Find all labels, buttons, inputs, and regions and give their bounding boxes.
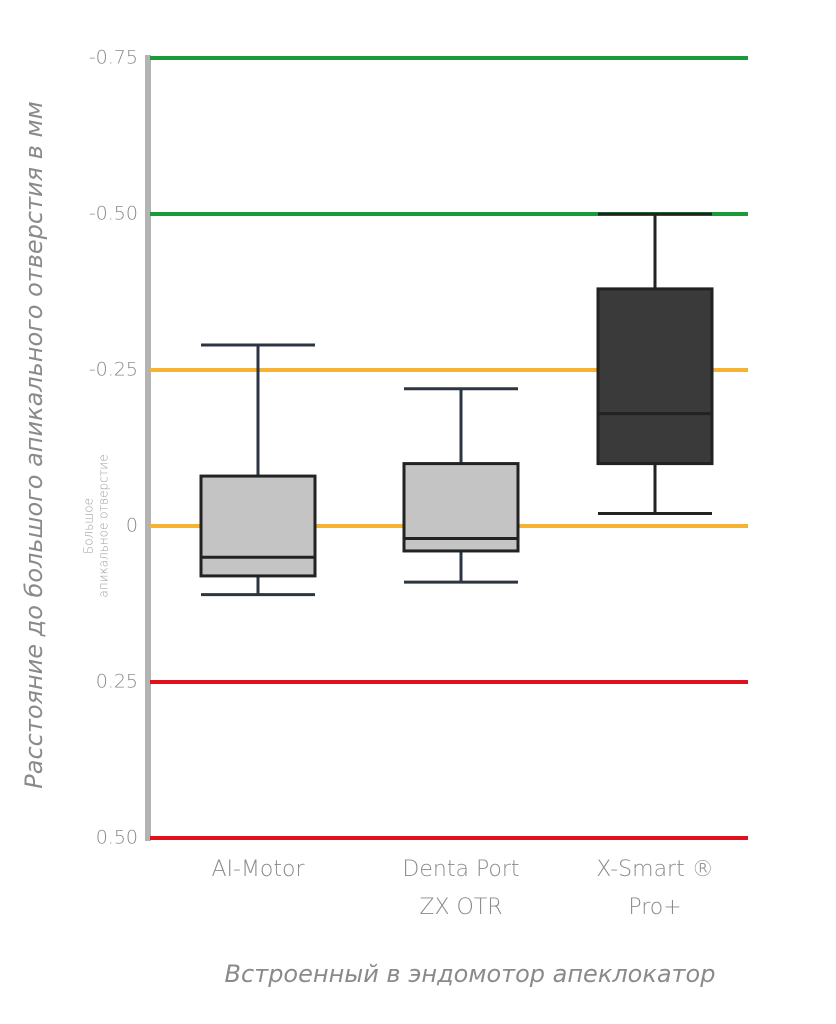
y-tick-label: 0 [126, 515, 138, 537]
y-tick-label: 0.50 [96, 827, 138, 849]
box [199, 474, 317, 578]
annotation: апикальное отверстие [97, 454, 111, 597]
x-tick-label: ZX OTR [419, 895, 502, 920]
y-tick-label: 0.25 [96, 671, 138, 693]
y-tick-label: -0.75 [89, 47, 138, 69]
x-axis-label: Встроенный в эндомотор апеклокатор [225, 960, 716, 988]
y-axis-label: Расстояние до большого апикального отвер… [20, 101, 48, 788]
x-tick-label: Pro+ [628, 895, 681, 920]
x-tick-label: AI-Motor [211, 857, 305, 882]
box [596, 287, 714, 466]
x-tick-label: X-Smart ® [596, 857, 713, 882]
annotation: Большое [82, 498, 96, 554]
y-tick-label: -0.25 [89, 359, 138, 381]
x-tick-label: Denta Port [402, 857, 519, 882]
box [402, 462, 520, 553]
y-tick-label: -0.50 [89, 203, 138, 225]
